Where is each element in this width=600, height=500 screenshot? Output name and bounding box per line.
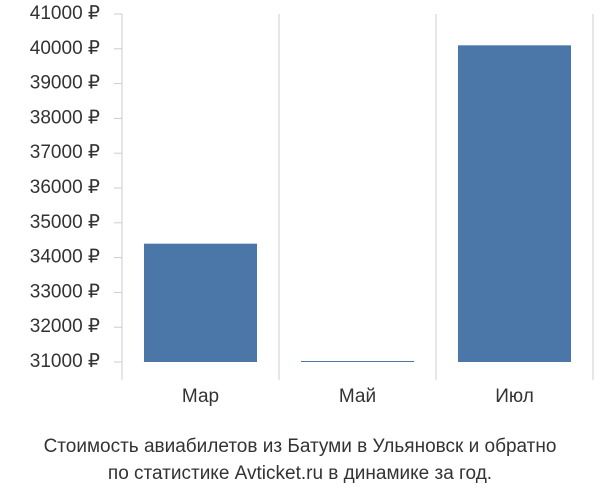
x-tick-label: Июл (495, 386, 534, 407)
x-tick-label: Май (339, 386, 376, 407)
x-tick-label: Мар (182, 386, 219, 407)
y-tick-label: 33000 ₽ (30, 281, 100, 302)
bar (300, 361, 415, 362)
y-tick-label: 35000 ₽ (30, 212, 100, 233)
y-tick-label: 39000 ₽ (30, 73, 100, 94)
y-tick-label: 31000 ₽ (30, 351, 100, 372)
y-tick-label: 40000 ₽ (30, 38, 100, 59)
y-tick-label: 41000 ₽ (30, 3, 100, 24)
y-tick-label: 38000 ₽ (30, 107, 100, 128)
chart-title: Стоимость авиабилетов из Батуми в Ульяно… (44, 436, 557, 457)
chart-title: по статистике Avticket.ru в динамике за … (108, 463, 492, 484)
y-tick-label: 34000 ₽ (30, 247, 100, 268)
y-tick-label: 36000 ₽ (30, 177, 100, 198)
bar (143, 243, 258, 362)
y-tick-label: 37000 ₽ (30, 142, 100, 163)
bar (457, 45, 572, 362)
y-tick-label: 32000 ₽ (30, 316, 100, 337)
